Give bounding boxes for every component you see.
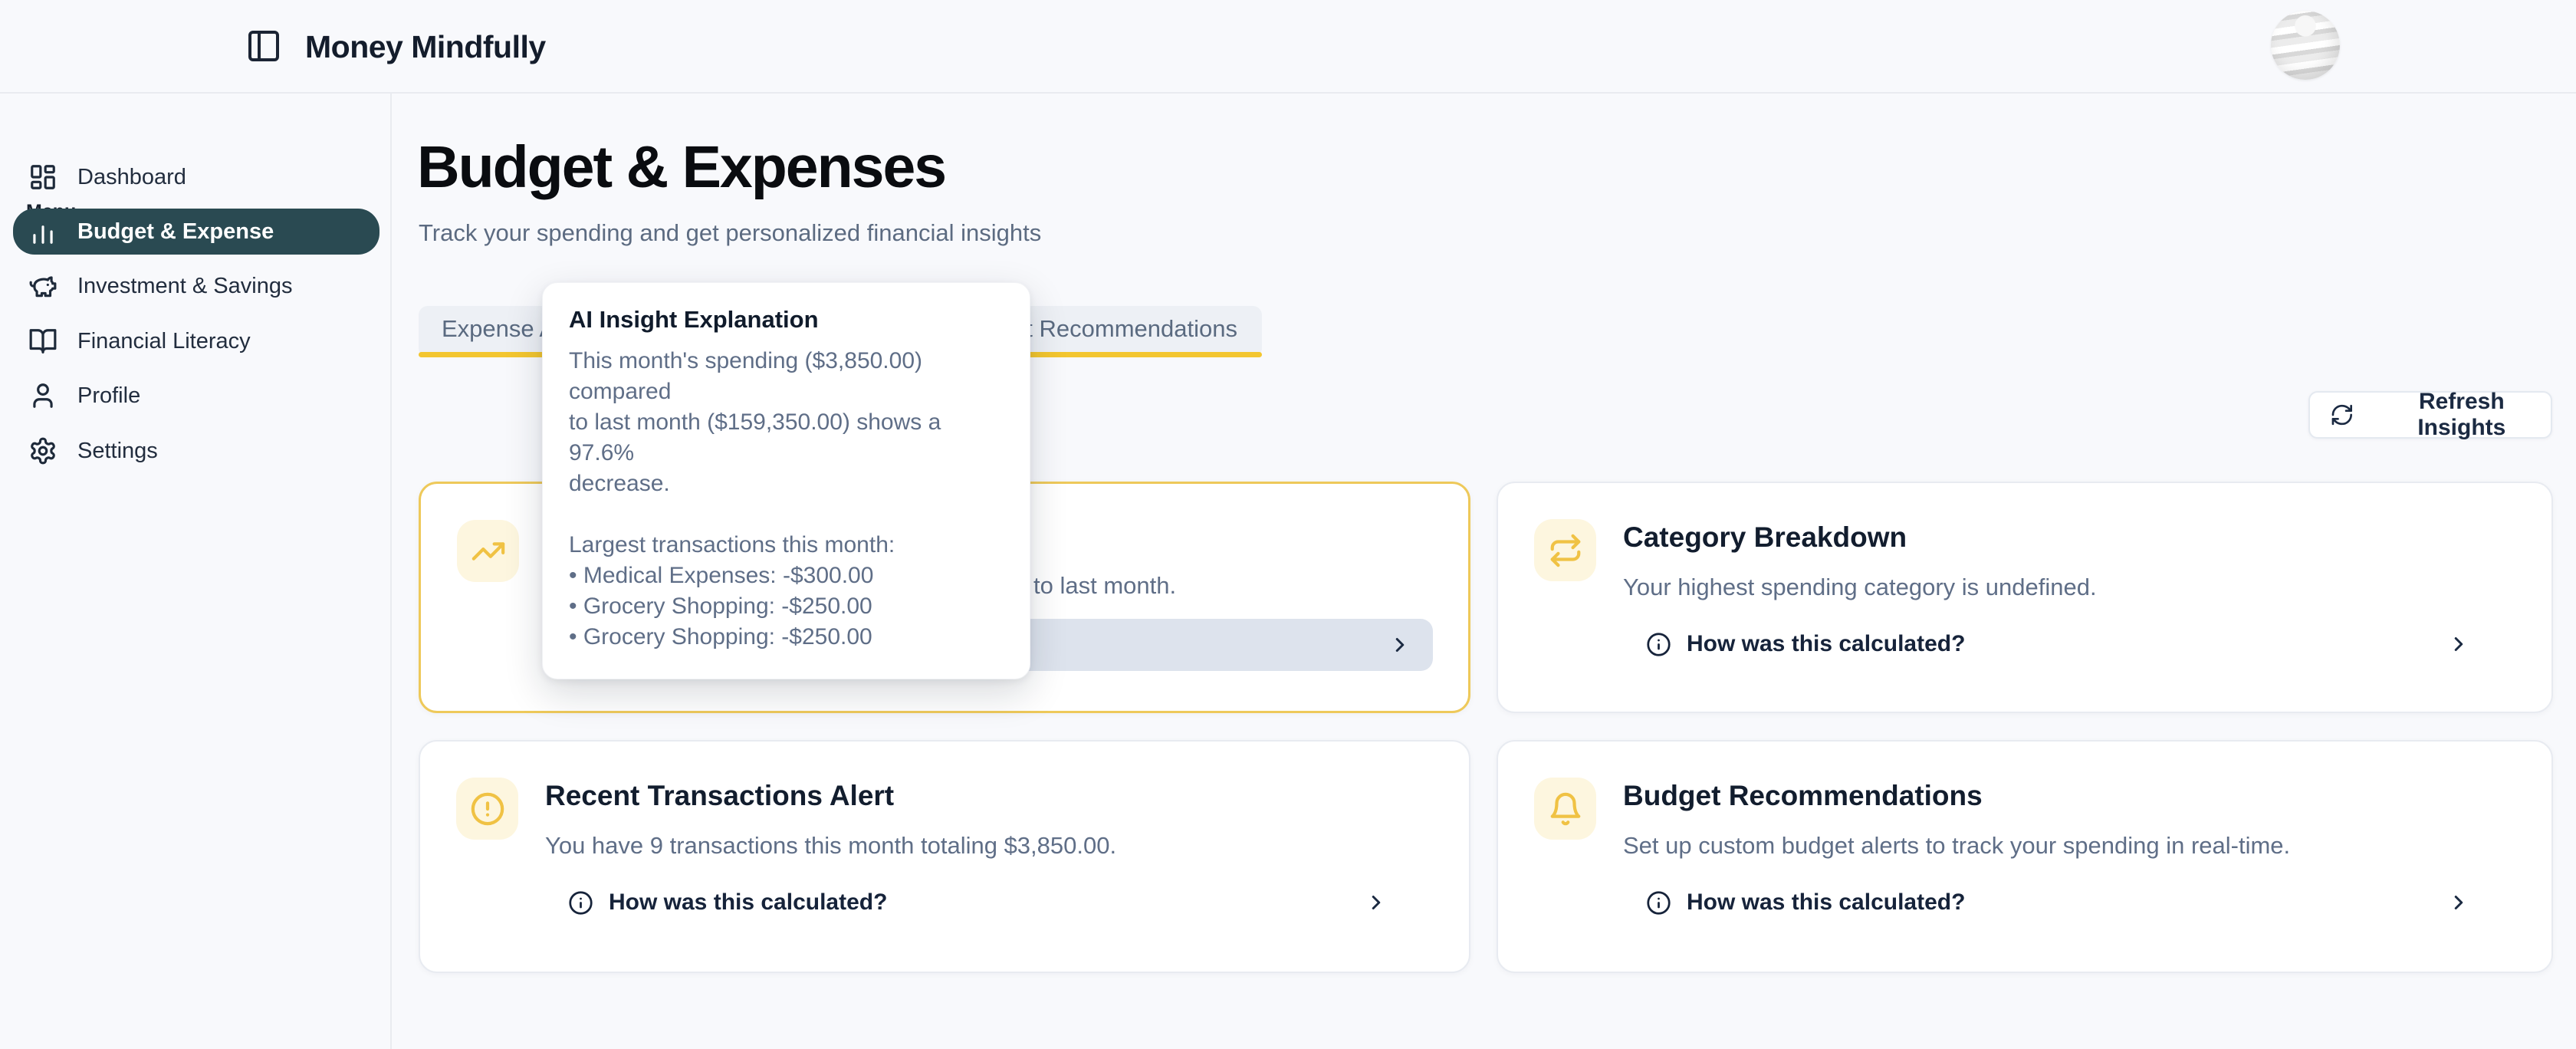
app-title: Money Mindfully bbox=[305, 29, 546, 64]
sidebar-item-profile[interactable]: Profile bbox=[13, 373, 380, 419]
page-subtitle: Track your spending and get personalized… bbox=[419, 219, 1042, 246]
user-icon bbox=[33, 383, 53, 408]
profile-avatar[interactable] bbox=[2271, 11, 2340, 80]
how-calculated-label: How was this calculated? bbox=[1687, 890, 1966, 915]
card-description: Set up custom budget alerts to track you… bbox=[1623, 832, 2291, 859]
sidebar-item-label: Profile bbox=[77, 383, 141, 408]
chevron-right-icon bbox=[2454, 896, 2463, 909]
info-icon bbox=[1647, 890, 1671, 915]
chevron-right-icon bbox=[1395, 638, 1405, 652]
refresh-insights-label: Refresh Insights bbox=[2417, 389, 2506, 440]
card-description: Your highest spending category is undefi… bbox=[1623, 574, 2097, 600]
sidebar: Menu Dashboard Budget & Expense Investme… bbox=[0, 94, 392, 1049]
info-icon bbox=[569, 890, 593, 915]
gear-icon bbox=[31, 437, 55, 465]
panel-left-icon bbox=[248, 31, 279, 61]
refresh-insights-button[interactable]: Refresh Insights bbox=[2308, 389, 2552, 440]
sidebar-item-label: Investment & Savings bbox=[77, 273, 293, 298]
sidebar-item-budget-expense[interactable]: Budget & Expense bbox=[13, 209, 380, 255]
how-calculated-label: How was this calculated? bbox=[1687, 631, 1966, 656]
insight-card-category-breakdown: Category Breakdown Your highest spending… bbox=[1497, 482, 2553, 713]
how-calculated-label: How was this calculated? bbox=[609, 890, 888, 915]
sidebar-item-label: Budget & Expense bbox=[77, 219, 274, 244]
chevron-right-icon bbox=[2454, 637, 2463, 651]
sidebar-toggle-button[interactable] bbox=[245, 28, 282, 64]
popover-body: This month's spending ($3,850.00) compar… bbox=[569, 348, 941, 649]
card-title: Budget Recommendations bbox=[1623, 780, 1983, 811]
card-icon-badge bbox=[1534, 519, 1596, 581]
chevron-right-icon bbox=[1372, 896, 1381, 909]
piggy-bank-icon bbox=[29, 276, 57, 298]
book-open-icon bbox=[29, 329, 57, 354]
sidebar-item-label: Settings bbox=[77, 438, 158, 463]
top-header: Money Mindfully bbox=[0, 0, 2576, 94]
alert-circle-icon bbox=[471, 792, 504, 825]
card-title: Category Breakdown bbox=[1623, 521, 1907, 553]
card-icon-badge bbox=[456, 778, 518, 840]
card-icon-badge bbox=[1534, 778, 1596, 840]
repeat-icon bbox=[1550, 534, 1580, 567]
insight-card-recent-transactions: Recent Transactions Alert You have 9 tra… bbox=[419, 740, 1470, 973]
sidebar-item-label: Dashboard bbox=[77, 164, 186, 189]
trending-up-icon bbox=[472, 541, 504, 561]
card-title: Recent Transactions Alert bbox=[545, 780, 895, 811]
sidebar-item-label: Financial Literacy bbox=[77, 328, 251, 354]
dashboard-icon bbox=[31, 165, 55, 189]
card-description: You have 9 transactions this month total… bbox=[545, 832, 1117, 859]
ai-insight-popover: AI Insight Explanation This month's spen… bbox=[542, 282, 1030, 679]
bell-icon bbox=[1550, 792, 1580, 825]
how-calculated-row[interactable]: How was this calculated? bbox=[545, 876, 1409, 929]
sidebar-item-financial-literacy[interactable]: Financial Literacy bbox=[13, 318, 380, 364]
how-calculated-row[interactable]: How was this calculated? bbox=[1623, 876, 2492, 929]
page-title: Budget & Expenses bbox=[417, 134, 947, 200]
bar-chart-icon bbox=[33, 225, 53, 244]
sidebar-item-investment-savings[interactable]: Investment & Savings bbox=[13, 263, 380, 309]
insight-card-budget-recommendations: Budget Recommendations Set up custom bud… bbox=[1497, 740, 2553, 973]
sidebar-item-dashboard[interactable]: Dashboard bbox=[13, 154, 380, 200]
refresh-icon bbox=[2331, 404, 2353, 426]
popover-title: AI Insight Explanation bbox=[569, 306, 819, 333]
info-icon bbox=[1647, 632, 1671, 656]
sidebar-item-settings[interactable]: Settings bbox=[13, 428, 380, 474]
card-description: to last month. bbox=[1033, 572, 1177, 599]
card-icon-badge bbox=[457, 520, 519, 582]
how-calculated-row[interactable]: How was this calculated? bbox=[1623, 618, 2492, 670]
